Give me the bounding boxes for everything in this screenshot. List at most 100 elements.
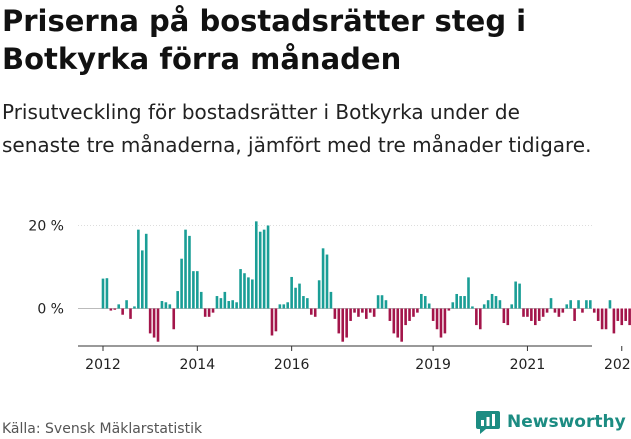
bar <box>251 279 254 309</box>
bar <box>239 269 242 309</box>
brand-name: Newsworthy <box>507 412 626 432</box>
bar <box>557 308 561 317</box>
bar <box>553 308 557 313</box>
bar <box>192 271 195 309</box>
bar <box>313 308 317 317</box>
bar <box>420 293 423 309</box>
bar <box>333 308 337 319</box>
bar <box>141 250 144 309</box>
bar <box>203 308 207 317</box>
bar <box>628 308 631 326</box>
bar <box>341 308 345 342</box>
bar-chart: 20 %0 %201220142016201920212023 8 % <box>28 219 631 374</box>
bar <box>262 229 266 309</box>
bar <box>172 308 176 330</box>
bar <box>522 308 525 317</box>
bar <box>541 308 545 317</box>
bar <box>325 254 329 309</box>
bar <box>475 308 478 326</box>
bar <box>368 308 372 313</box>
bar <box>573 308 576 321</box>
bar <box>125 300 128 309</box>
bar <box>478 308 482 330</box>
bar <box>349 308 352 321</box>
bar <box>471 306 474 309</box>
bar <box>404 308 407 326</box>
bar <box>282 304 286 309</box>
bar <box>337 308 341 334</box>
bar <box>160 301 164 309</box>
bar <box>101 278 105 309</box>
bar <box>109 308 113 311</box>
bar <box>616 308 620 321</box>
chart-subtitle: Prisutveckling för bostadsrätter i Botky… <box>2 100 592 157</box>
bar <box>486 300 490 309</box>
bar <box>156 308 160 342</box>
bar <box>380 295 384 309</box>
bar <box>207 308 211 317</box>
bar <box>585 300 588 309</box>
bar <box>545 308 549 313</box>
bar <box>231 300 234 309</box>
bar <box>427 303 431 309</box>
bar <box>219 298 223 309</box>
bar <box>298 283 301 309</box>
bar <box>565 304 569 309</box>
bar <box>482 304 486 309</box>
bar <box>302 296 305 309</box>
bar <box>589 300 592 309</box>
bar <box>467 277 470 309</box>
bar <box>266 225 270 309</box>
bar <box>254 221 258 309</box>
bar <box>620 308 624 326</box>
bar <box>490 293 494 309</box>
bar <box>592 308 596 313</box>
bar <box>537 308 541 321</box>
bar <box>600 308 604 330</box>
bar <box>596 308 600 321</box>
bar <box>447 308 451 311</box>
x-tick-label: 2014 <box>179 357 215 373</box>
bar <box>451 302 455 309</box>
x-tick-label: 2021 <box>510 357 546 373</box>
bar <box>286 302 290 309</box>
bar <box>435 308 439 330</box>
bar <box>494 296 498 309</box>
bar <box>518 283 521 309</box>
y-tick-label: 20 % <box>28 219 64 235</box>
y-tick-label: 0 % <box>37 302 64 318</box>
bar <box>294 287 297 309</box>
bar <box>455 293 458 309</box>
bar <box>506 308 510 326</box>
bar <box>392 308 396 334</box>
axis-layer: 20 % 0 % 2012 2014 2016 2019 2021 2023 <box>28 219 631 374</box>
bar <box>612 308 616 334</box>
bar <box>561 308 565 313</box>
bar <box>215 296 219 309</box>
bar <box>577 300 580 309</box>
bar <box>309 308 313 315</box>
bar <box>408 308 411 321</box>
newsworthy-logo[interactable]: Newsworthy <box>475 409 626 435</box>
bar <box>502 308 506 324</box>
bar <box>365 308 368 319</box>
bar <box>144 233 148 309</box>
bar <box>137 229 140 309</box>
bar <box>388 308 392 321</box>
bar <box>376 295 380 309</box>
x-tick-label: 2012 <box>85 357 121 373</box>
bar <box>270 308 274 336</box>
bar <box>148 308 152 334</box>
bar <box>290 276 293 309</box>
bar <box>345 308 348 338</box>
bar <box>105 278 109 309</box>
bar <box>227 301 231 309</box>
bar <box>306 298 309 309</box>
bar <box>400 308 403 342</box>
bar <box>384 300 388 309</box>
x-tick-label: 2023 <box>604 357 631 373</box>
bar <box>357 308 360 317</box>
chart-title: Priserna på bostadsrätter steg i Botkyrk… <box>2 4 527 76</box>
bar <box>439 308 443 338</box>
bar <box>514 281 517 309</box>
